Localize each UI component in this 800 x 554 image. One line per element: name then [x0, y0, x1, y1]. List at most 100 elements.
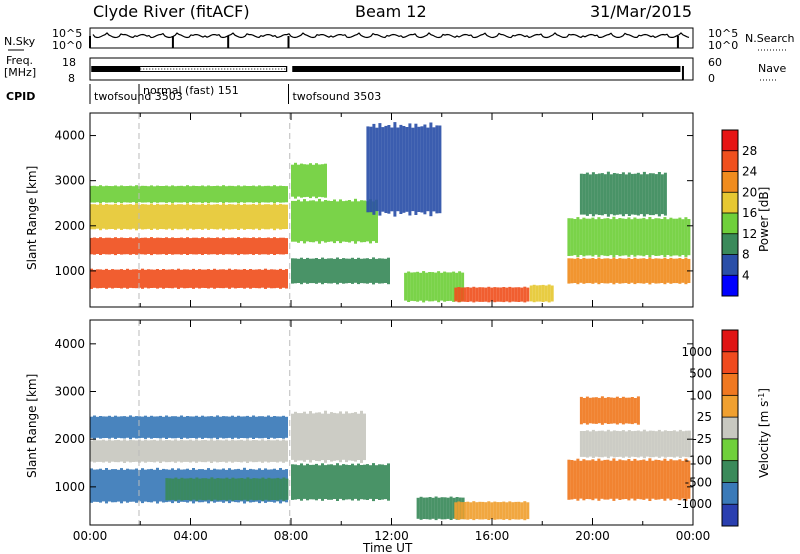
heatmap-cell	[454, 502, 458, 520]
heatmap-cell	[213, 238, 216, 255]
heatmap-cell	[627, 217, 631, 257]
heatmap-cell	[417, 126, 421, 212]
heatmap-cell	[354, 412, 357, 462]
colorbar-tick-label: 24	[742, 165, 757, 179]
heatmap-cell	[681, 259, 685, 283]
heatmap-cell	[171, 203, 174, 231]
heatmap-cell	[213, 478, 217, 500]
heatmap-cell	[240, 416, 243, 438]
heatmap-cell	[210, 477, 214, 501]
heatmap-cell	[93, 415, 96, 439]
heatmap-cell	[246, 186, 249, 203]
heatmap-cell	[93, 204, 96, 230]
heatmap-cell	[150, 415, 153, 439]
heatmap-cell	[475, 287, 479, 302]
heatmap-cell	[449, 272, 453, 301]
heatmap-cell	[219, 416, 222, 438]
colorbar-tick-label: -1000	[677, 497, 712, 511]
heatmap-cell	[315, 258, 318, 284]
heatmap-cell	[111, 440, 114, 462]
heatmap-cell	[606, 218, 610, 257]
heatmap-cell	[120, 416, 123, 439]
freq-label-line1: Freq.	[6, 54, 33, 67]
heatmap-cell	[156, 237, 159, 255]
heatmap-cell	[216, 478, 220, 501]
heatmap-cell	[264, 204, 267, 230]
nave-label: Nave	[758, 62, 786, 75]
heatmap-cell	[657, 172, 661, 217]
heatmap-cell	[318, 259, 321, 283]
heatmap-cell	[463, 287, 467, 302]
heatmap-cell	[318, 412, 321, 462]
heatmap-cell	[255, 478, 259, 501]
heatmap-cell	[585, 430, 589, 458]
heatmap-cell	[309, 258, 312, 284]
heatmap-cell	[511, 287, 515, 302]
heatmap-cell	[645, 259, 649, 283]
heatmap-cell	[639, 460, 643, 500]
heatmap-cell	[249, 238, 252, 255]
heatmap-cell	[416, 497, 420, 519]
y-tick-label: 4000	[54, 337, 85, 351]
heatmap-cell	[517, 287, 521, 302]
heatmap-cell	[180, 439, 183, 463]
heatmap-cell	[570, 258, 574, 284]
heatmap-cell	[360, 410, 363, 463]
colorbar-tick-label: -100	[685, 454, 712, 468]
heatmap-cell	[327, 258, 330, 284]
heatmap-cell	[177, 416, 180, 438]
heatmap-cell	[663, 458, 667, 501]
heatmap-cell	[496, 287, 500, 302]
x-tick-label: 12:00	[374, 529, 409, 543]
heatmap-cell	[654, 459, 658, 500]
heatmap-cell	[96, 204, 99, 229]
heatmap-cell	[422, 271, 426, 303]
heatmap-cell	[273, 185, 276, 204]
heatmap-cell	[237, 185, 240, 204]
heatmap-cell	[609, 460, 613, 499]
heatmap-cell	[219, 269, 222, 289]
heatmap-cell	[422, 497, 426, 519]
heatmap-cell	[523, 286, 527, 303]
heatmap-cell	[90, 237, 93, 255]
heatmap-cell	[279, 416, 282, 438]
heatmap-cell	[609, 431, 613, 457]
heatmap-cell	[318, 198, 321, 244]
heatmap-cell	[96, 440, 99, 462]
heatmap-cell	[228, 416, 231, 438]
heatmap-cell	[105, 237, 108, 255]
heatmap-cell	[96, 186, 99, 203]
heatmap-cell	[156, 203, 159, 230]
heatmap-cell	[267, 185, 270, 203]
heatmap-cell	[291, 258, 294, 284]
heatmap-cell	[165, 185, 168, 203]
heatmap-cell	[108, 186, 111, 203]
heatmap-cell	[597, 173, 601, 215]
heatmap-cell	[198, 478, 202, 500]
heatmap-cell	[150, 203, 153, 230]
freq-trace	[91, 66, 684, 80]
heatmap-cell	[594, 397, 598, 424]
heatmap-cell	[588, 460, 592, 500]
freq-tick-high: 18	[62, 56, 76, 69]
heatmap-cell	[99, 269, 102, 289]
heatmap-cell	[309, 200, 312, 243]
heatmap-cell	[114, 469, 117, 503]
heatmap-cell	[192, 203, 195, 230]
heatmap-cell	[93, 269, 96, 288]
heatmap-cell	[123, 237, 126, 255]
heatmap-cell	[159, 237, 162, 255]
heatmap-cell	[657, 460, 661, 500]
heatmap-cell	[472, 286, 476, 303]
heatmap-cell	[141, 185, 144, 203]
colorbar-swatch	[722, 373, 738, 396]
heatmap-cell	[469, 287, 473, 302]
heatmap-cell	[93, 237, 96, 255]
heatmap-cell	[642, 171, 646, 217]
heatmap-cell	[678, 217, 682, 257]
heatmap-cell	[627, 172, 631, 216]
station-title: Clyde River (fitACF)	[93, 2, 250, 21]
heatmap-cell	[267, 415, 270, 439]
heatmap-cell	[138, 238, 141, 255]
heatmap-cell	[204, 186, 207, 203]
